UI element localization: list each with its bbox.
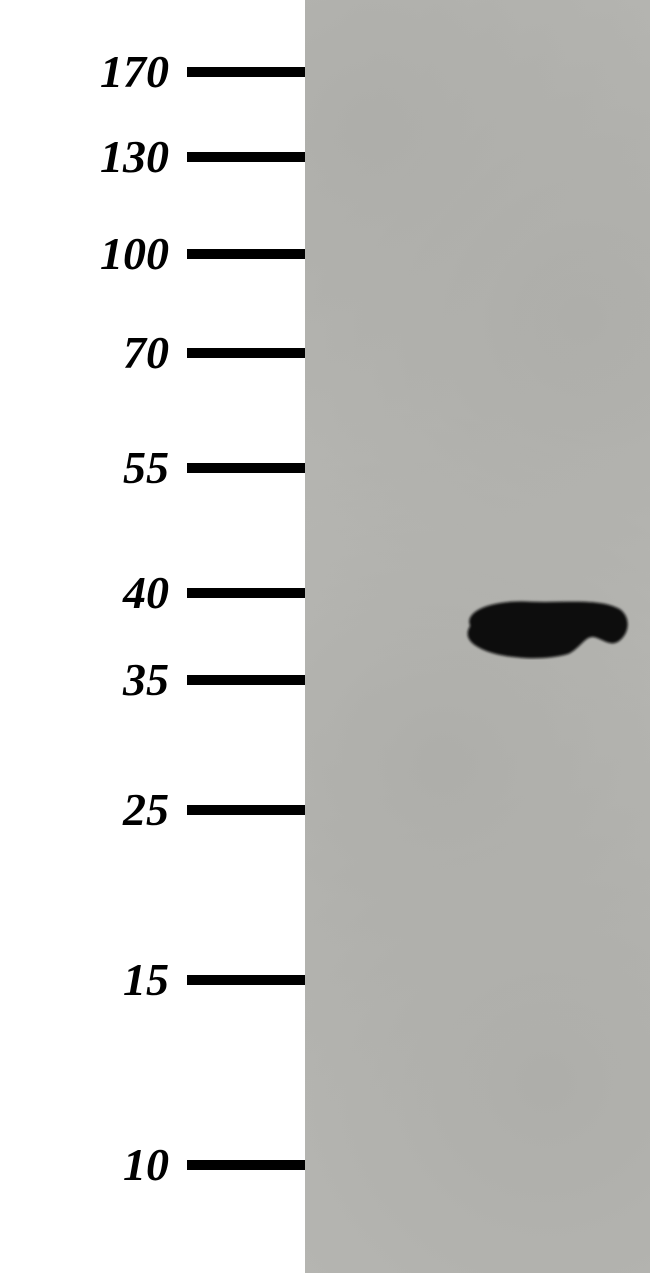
marker-tick — [187, 588, 305, 598]
marker-tick — [187, 975, 305, 985]
blot-region — [305, 0, 650, 1273]
marker-row: 55 — [0, 445, 305, 491]
ladder-region: 170 130 100 70 55 40 35 25 15 10 — [0, 0, 305, 1273]
marker-tick — [187, 348, 305, 358]
marker-row: 170 — [0, 49, 305, 95]
marker-row: 35 — [0, 657, 305, 703]
marker-row: 10 — [0, 1142, 305, 1188]
marker-label: 130 — [10, 134, 187, 180]
marker-tick — [187, 1160, 305, 1170]
marker-row: 130 — [0, 134, 305, 180]
marker-row: 15 — [0, 957, 305, 1003]
marker-label: 40 — [10, 570, 187, 616]
blot-band — [460, 598, 630, 660]
marker-label: 15 — [10, 957, 187, 1003]
marker-row: 25 — [0, 787, 305, 833]
marker-label: 25 — [10, 787, 187, 833]
marker-tick — [187, 152, 305, 162]
marker-label: 100 — [10, 231, 187, 277]
marker-row: 100 — [0, 231, 305, 277]
marker-tick — [187, 463, 305, 473]
marker-label: 55 — [10, 445, 187, 491]
marker-label: 170 — [10, 49, 187, 95]
marker-label: 35 — [10, 657, 187, 703]
marker-tick — [187, 67, 305, 77]
marker-row: 70 — [0, 330, 305, 376]
marker-tick — [187, 675, 305, 685]
marker-tick — [187, 249, 305, 259]
marker-label: 70 — [10, 330, 187, 376]
marker-label: 10 — [10, 1142, 187, 1188]
marker-row: 40 — [0, 570, 305, 616]
marker-tick — [187, 805, 305, 815]
western-blot-figure: 170 130 100 70 55 40 35 25 15 10 — [0, 0, 650, 1273]
